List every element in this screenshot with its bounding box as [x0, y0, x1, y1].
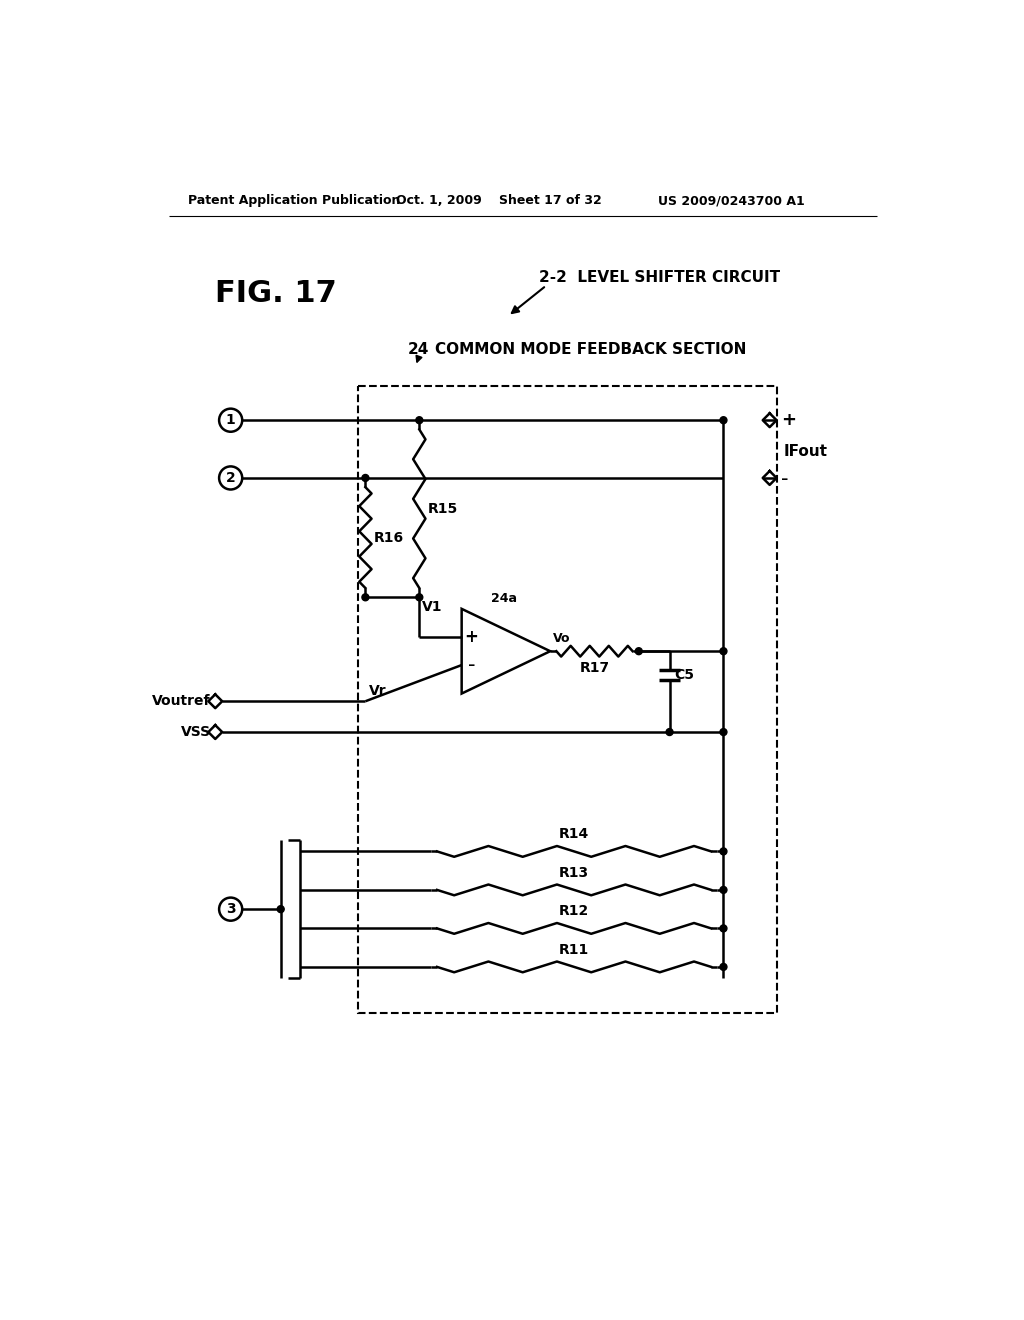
Circle shape	[720, 847, 727, 855]
Text: +: +	[781, 412, 797, 429]
Text: 24a: 24a	[492, 591, 517, 605]
Circle shape	[361, 474, 369, 482]
Text: 2-2  LEVEL SHIFTER CIRCUIT: 2-2 LEVEL SHIFTER CIRCUIT	[539, 271, 780, 285]
Text: 3: 3	[226, 902, 236, 916]
Circle shape	[720, 417, 727, 424]
Circle shape	[278, 906, 285, 912]
Text: -: -	[781, 470, 788, 490]
Circle shape	[720, 964, 727, 970]
Circle shape	[219, 898, 243, 921]
Circle shape	[416, 417, 423, 424]
Text: VSS: VSS	[180, 725, 211, 739]
Circle shape	[219, 409, 243, 432]
Text: 1: 1	[225, 413, 236, 428]
Text: COMMON MODE FEEDBACK SECTION: COMMON MODE FEEDBACK SECTION	[435, 342, 746, 356]
Text: R12: R12	[559, 904, 589, 919]
Text: +: +	[465, 628, 478, 647]
Text: R14: R14	[559, 828, 589, 841]
Text: Vr: Vr	[370, 684, 387, 698]
Circle shape	[635, 648, 642, 655]
Text: 2: 2	[225, 471, 236, 484]
Text: R17: R17	[580, 661, 609, 676]
Circle shape	[720, 729, 727, 735]
Text: V1: V1	[422, 601, 443, 614]
Text: R15: R15	[428, 502, 458, 516]
Text: R16: R16	[374, 531, 404, 545]
Text: C5: C5	[674, 668, 694, 682]
Circle shape	[219, 466, 243, 490]
Text: R11: R11	[559, 942, 589, 957]
Circle shape	[720, 925, 727, 932]
Text: Patent Application Publication: Patent Application Publication	[188, 194, 400, 207]
Circle shape	[666, 729, 673, 735]
Text: FIG. 17: FIG. 17	[215, 279, 337, 308]
Text: IFout: IFout	[783, 444, 827, 458]
Text: -: -	[468, 655, 475, 675]
Text: Vo: Vo	[553, 632, 570, 645]
Text: Voutref: Voutref	[153, 694, 211, 709]
Text: US 2009/0243700 A1: US 2009/0243700 A1	[657, 194, 805, 207]
Text: R13: R13	[559, 866, 589, 880]
Circle shape	[361, 594, 369, 601]
Text: Oct. 1, 2009: Oct. 1, 2009	[395, 194, 481, 207]
Circle shape	[720, 648, 727, 655]
Circle shape	[416, 594, 423, 601]
Text: Sheet 17 of 32: Sheet 17 of 32	[499, 194, 601, 207]
Circle shape	[720, 887, 727, 894]
Text: 24: 24	[408, 342, 429, 356]
